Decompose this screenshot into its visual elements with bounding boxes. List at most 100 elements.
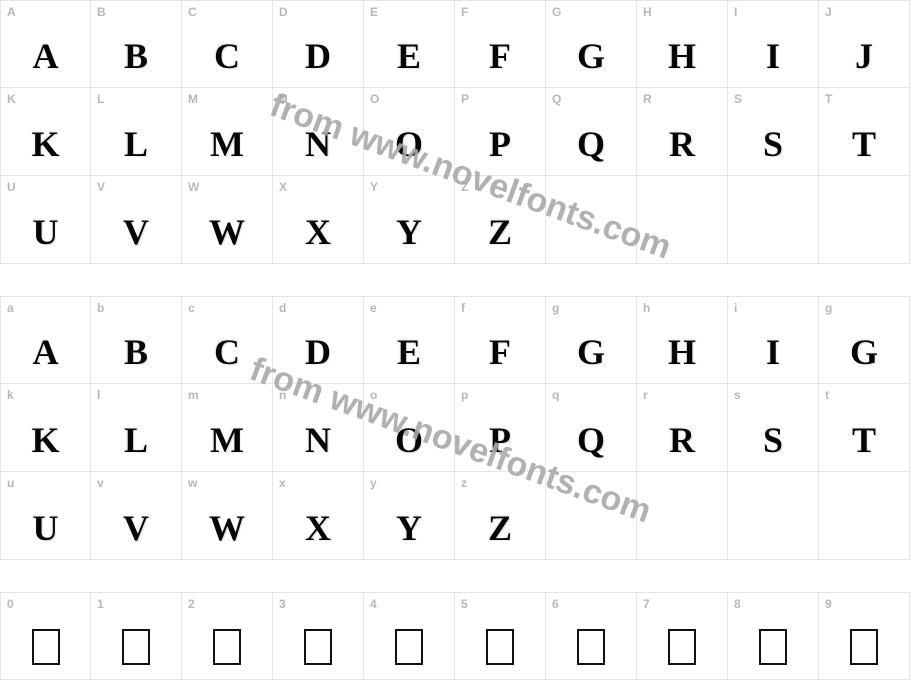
- cell-glyph: C: [182, 35, 272, 77]
- cell-label: M: [188, 92, 198, 106]
- charmap-cell: kK: [0, 384, 91, 472]
- cell-glyph: [850, 629, 878, 665]
- cell-glyph: V: [91, 211, 181, 253]
- charmap-cell: xX: [273, 472, 364, 560]
- charmap-cell: BB: [91, 0, 182, 88]
- charmap-cell: qQ: [546, 384, 637, 472]
- cell-label: 0: [7, 597, 14, 611]
- cell-glyph: D: [273, 331, 363, 373]
- cell-glyph: G: [546, 331, 636, 373]
- cell-glyph: [668, 629, 696, 665]
- charmap-cell: RR: [637, 88, 728, 176]
- charmap-cell: 8: [728, 592, 819, 680]
- cell-label: 9: [825, 597, 832, 611]
- charmap-cell: [728, 176, 819, 264]
- cell-label: F: [461, 5, 468, 19]
- cell-label: t: [825, 388, 829, 402]
- cell-glyph: R: [637, 419, 727, 461]
- cell-glyph: M: [182, 419, 272, 461]
- cell-label: G: [552, 5, 561, 19]
- cell-label: g: [825, 301, 832, 315]
- charmap-cell: dD: [273, 296, 364, 384]
- cell-glyph: X: [273, 507, 363, 549]
- cell-label: v: [97, 476, 104, 490]
- cell-glyph: R: [637, 123, 727, 165]
- charmap-cell: pP: [455, 384, 546, 472]
- cell-glyph: L: [91, 123, 181, 165]
- cell-label: C: [188, 5, 197, 19]
- charmap-cell: FF: [455, 0, 546, 88]
- cell-glyph: [122, 629, 150, 665]
- cell-glyph: [486, 629, 514, 665]
- charmap-cell: [546, 472, 637, 560]
- charmap-cell: vV: [91, 472, 182, 560]
- cell-glyph: W: [182, 211, 272, 253]
- charmap-cell: lL: [91, 384, 182, 472]
- cell-label: b: [97, 301, 104, 315]
- cell-label: W: [188, 180, 199, 194]
- charmap-cell: [637, 472, 728, 560]
- cell-label: u: [7, 476, 14, 490]
- cell-glyph: U: [1, 507, 90, 549]
- charmap-cell: NN: [273, 88, 364, 176]
- cell-label: U: [7, 180, 16, 194]
- charmap-row: KKLLMMNNOOPPQQRRSSTT: [0, 88, 911, 176]
- cell-glyph: O: [364, 123, 454, 165]
- charmap-cell: iI: [728, 296, 819, 384]
- cell-label: z: [461, 476, 467, 490]
- charmap-cell: wW: [182, 472, 273, 560]
- cell-glyph: U: [1, 211, 90, 253]
- cell-label: r: [643, 388, 648, 402]
- charmap-cell: uU: [0, 472, 91, 560]
- cell-label: S: [734, 92, 742, 106]
- cell-glyph: G: [546, 35, 636, 77]
- charmap-cell: HH: [637, 0, 728, 88]
- cell-label: 3: [279, 597, 286, 611]
- cell-glyph: Q: [546, 419, 636, 461]
- cell-glyph: M: [182, 123, 272, 165]
- cell-glyph: Z: [455, 211, 545, 253]
- charmap-cell: sS: [728, 384, 819, 472]
- cell-label: B: [97, 5, 106, 19]
- charmap-cell: 6: [546, 592, 637, 680]
- charmap-cell: zZ: [455, 472, 546, 560]
- cell-label: H: [643, 5, 652, 19]
- cell-label: y: [370, 476, 377, 490]
- charmap-cell: oO: [364, 384, 455, 472]
- charmap-cell: UU: [0, 176, 91, 264]
- cell-label: A: [7, 5, 16, 19]
- cell-glyph: N: [273, 419, 363, 461]
- cell-glyph: P: [455, 419, 545, 461]
- cell-glyph: F: [455, 35, 545, 77]
- charmap-cell: JJ: [819, 0, 910, 88]
- charmap-cell: tT: [819, 384, 910, 472]
- cell-label: 4: [370, 597, 377, 611]
- cell-label: 2: [188, 597, 195, 611]
- cell-glyph: [213, 629, 241, 665]
- charmap-cell: II: [728, 0, 819, 88]
- cell-glyph: T: [819, 123, 909, 165]
- cell-label: K: [7, 92, 16, 106]
- charmap-cell: gG: [819, 296, 910, 384]
- cell-label: I: [734, 5, 737, 19]
- cell-glyph: B: [91, 331, 181, 373]
- charmap-cell: ZZ: [455, 176, 546, 264]
- charmap-cell: GG: [546, 0, 637, 88]
- cell-label: m: [188, 388, 199, 402]
- cell-glyph: L: [91, 419, 181, 461]
- cell-label: 8: [734, 597, 741, 611]
- charmap-row: UUVVWWXXYYZZ: [0, 176, 911, 264]
- cell-glyph: K: [1, 123, 90, 165]
- charmap-cell: gG: [546, 296, 637, 384]
- charmap-cell: KK: [0, 88, 91, 176]
- cell-label: 1: [97, 597, 104, 611]
- cell-label: x: [279, 476, 286, 490]
- charmap-cell: [728, 472, 819, 560]
- charmap-cell: AA: [0, 0, 91, 88]
- cell-label: e: [370, 301, 377, 315]
- charmap-cell: WW: [182, 176, 273, 264]
- cell-glyph: A: [1, 35, 90, 77]
- charmap-cell: mM: [182, 384, 273, 472]
- cell-glyph: A: [1, 331, 90, 373]
- cell-label: i: [734, 301, 737, 315]
